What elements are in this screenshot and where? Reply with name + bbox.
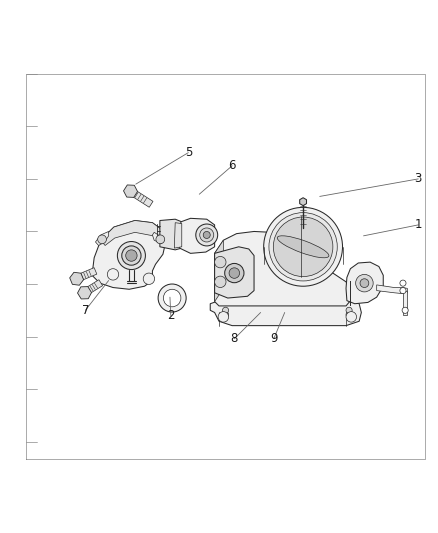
Polygon shape bbox=[215, 231, 350, 306]
Circle shape bbox=[346, 312, 357, 322]
Polygon shape bbox=[75, 268, 97, 282]
Circle shape bbox=[264, 207, 343, 286]
Polygon shape bbox=[174, 223, 182, 248]
Polygon shape bbox=[101, 221, 163, 246]
Polygon shape bbox=[215, 240, 223, 302]
Polygon shape bbox=[152, 232, 164, 244]
Circle shape bbox=[122, 246, 141, 265]
Circle shape bbox=[200, 228, 214, 242]
Polygon shape bbox=[129, 188, 153, 207]
Circle shape bbox=[218, 312, 229, 322]
Polygon shape bbox=[403, 290, 407, 314]
Circle shape bbox=[163, 289, 181, 307]
Circle shape bbox=[126, 250, 137, 261]
Circle shape bbox=[215, 256, 226, 268]
Circle shape bbox=[229, 268, 240, 278]
Text: 8: 8 bbox=[231, 332, 238, 345]
Circle shape bbox=[400, 287, 406, 294]
Circle shape bbox=[225, 263, 244, 282]
Circle shape bbox=[346, 312, 352, 318]
Circle shape bbox=[223, 307, 229, 313]
Circle shape bbox=[346, 307, 352, 313]
Polygon shape bbox=[83, 280, 102, 296]
Circle shape bbox=[356, 274, 373, 292]
Circle shape bbox=[98, 235, 106, 244]
Polygon shape bbox=[70, 272, 84, 285]
Polygon shape bbox=[215, 247, 254, 298]
Text: 9: 9 bbox=[270, 332, 278, 345]
Text: 1: 1 bbox=[414, 219, 422, 231]
Circle shape bbox=[402, 307, 408, 313]
Polygon shape bbox=[210, 301, 361, 326]
Circle shape bbox=[156, 235, 165, 244]
Polygon shape bbox=[300, 198, 307, 206]
Ellipse shape bbox=[277, 236, 329, 258]
Polygon shape bbox=[95, 231, 109, 246]
Circle shape bbox=[143, 273, 155, 285]
Polygon shape bbox=[180, 219, 215, 253]
Circle shape bbox=[107, 269, 119, 280]
Circle shape bbox=[203, 231, 210, 238]
Text: 2: 2 bbox=[167, 309, 175, 322]
Polygon shape bbox=[92, 221, 166, 289]
Circle shape bbox=[360, 279, 369, 287]
Circle shape bbox=[400, 280, 406, 286]
Circle shape bbox=[273, 217, 333, 277]
Circle shape bbox=[269, 213, 337, 281]
Text: 7: 7 bbox=[81, 304, 89, 317]
Circle shape bbox=[223, 312, 229, 318]
Circle shape bbox=[117, 241, 145, 270]
Polygon shape bbox=[160, 219, 182, 250]
Circle shape bbox=[196, 224, 218, 246]
Text: 3: 3 bbox=[415, 172, 422, 185]
Polygon shape bbox=[124, 185, 138, 197]
Polygon shape bbox=[346, 262, 383, 304]
Text: 6: 6 bbox=[228, 159, 236, 172]
Polygon shape bbox=[78, 287, 92, 299]
Polygon shape bbox=[377, 285, 407, 294]
Text: 5: 5 bbox=[185, 146, 192, 159]
Circle shape bbox=[158, 284, 186, 312]
Circle shape bbox=[215, 276, 226, 287]
